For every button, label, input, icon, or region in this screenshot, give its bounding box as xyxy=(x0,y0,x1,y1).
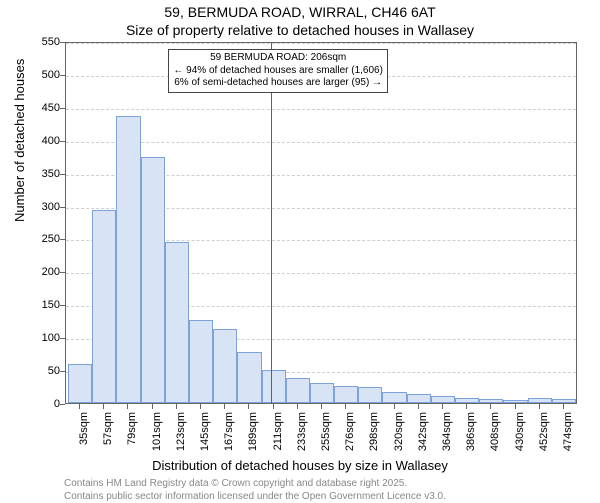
histogram-bar xyxy=(334,386,358,403)
attribution-line2: Contains public sector information licen… xyxy=(64,491,446,503)
ytick-label: 0 xyxy=(28,398,60,410)
ytick-label: 50 xyxy=(28,365,60,377)
histogram-bar xyxy=(528,398,552,403)
histogram-bar xyxy=(237,352,261,403)
xtick-label: 123sqm xyxy=(176,412,187,452)
title-line2: Size of property relative to detached ho… xyxy=(0,22,600,40)
xtick-label: 233sqm xyxy=(297,412,308,452)
xtick-mark xyxy=(394,404,395,409)
xtick-mark xyxy=(490,404,491,409)
xtick-mark xyxy=(515,404,516,409)
histogram-bar xyxy=(552,399,576,403)
xtick-mark xyxy=(369,404,370,409)
xtick-label: 145sqm xyxy=(200,412,211,452)
histogram-bar xyxy=(503,400,527,403)
ytick-label: 300 xyxy=(28,201,60,213)
xtick-label: 35sqm xyxy=(79,412,90,452)
xtick-mark xyxy=(176,404,177,409)
xtick-mark xyxy=(321,404,322,409)
xtick-label: 276sqm xyxy=(345,412,356,452)
ytick-label: 550 xyxy=(28,36,60,48)
x-axis-label: Distribution of detached houses by size … xyxy=(0,458,600,473)
ytick-label: 200 xyxy=(28,266,60,278)
histogram-bar xyxy=(141,157,165,403)
histogram-bar xyxy=(407,394,431,403)
histogram-bar xyxy=(286,378,310,403)
chart-title: 59, BERMUDA ROAD, WIRRAL, CH46 6AT Size … xyxy=(0,0,600,39)
histogram-bar xyxy=(358,387,382,403)
annotation-box: 59 BERMUDA ROAD: 206sqm← 94% of detached… xyxy=(168,49,388,93)
chart-container: 59, BERMUDA ROAD, WIRRAL, CH46 6AT Size … xyxy=(0,0,600,500)
y-axis-label: Number of detached houses xyxy=(12,59,27,222)
attribution: Contains HM Land Registry data © Crown c… xyxy=(64,478,446,503)
ytick-label: 100 xyxy=(28,332,60,344)
xtick-label: 408sqm xyxy=(490,412,501,452)
histogram-bar xyxy=(262,370,286,403)
xtick-mark xyxy=(248,404,249,409)
xtick-label: 189sqm xyxy=(248,412,259,452)
title-line1: 59, BERMUDA ROAD, WIRRAL, CH46 6AT xyxy=(0,4,600,22)
xtick-mark xyxy=(297,404,298,409)
xtick-label: 298sqm xyxy=(369,412,380,452)
ytick-mark xyxy=(60,404,65,405)
histogram-bar xyxy=(116,116,140,403)
xtick-label: 430sqm xyxy=(515,412,526,452)
attribution-line1: Contains HM Land Registry data © Crown c… xyxy=(64,478,446,491)
ytick-label: 350 xyxy=(28,168,60,180)
xtick-label: 101sqm xyxy=(152,412,163,452)
grid-line xyxy=(66,43,576,44)
ytick-label: 450 xyxy=(28,102,60,114)
xtick-mark xyxy=(224,404,225,409)
ytick-label: 400 xyxy=(28,135,60,147)
xtick-label: 364sqm xyxy=(442,412,453,452)
reference-line xyxy=(271,43,272,403)
histogram-bar xyxy=(479,399,503,403)
xtick-label: 386sqm xyxy=(466,412,477,452)
xtick-label: 167sqm xyxy=(224,412,235,452)
xtick-mark xyxy=(466,404,467,409)
annotation-line3: 6% of semi-detached houses are larger (9… xyxy=(173,77,383,90)
histogram-bar xyxy=(455,398,479,403)
xtick-mark xyxy=(563,404,564,409)
histogram-bar xyxy=(165,242,189,403)
xtick-mark xyxy=(442,404,443,409)
xtick-mark xyxy=(200,404,201,409)
xtick-label: 342sqm xyxy=(418,412,429,452)
histogram-bar xyxy=(68,364,92,403)
xtick-mark xyxy=(127,404,128,409)
plot-inner: 59 BERMUDA ROAD: 206sqm← 94% of detached… xyxy=(66,43,576,403)
grid-line xyxy=(66,142,576,143)
annotation-line2: ← 94% of detached houses are smaller (1,… xyxy=(173,65,383,78)
xtick-mark xyxy=(273,404,274,409)
xtick-mark xyxy=(345,404,346,409)
ytick-label: 250 xyxy=(28,233,60,245)
plot-area: 59 BERMUDA ROAD: 206sqm← 94% of detached… xyxy=(65,42,577,404)
ytick-label: 500 xyxy=(28,69,60,81)
xtick-label: 79sqm xyxy=(127,412,138,452)
histogram-bar xyxy=(189,320,213,403)
xtick-label: 57sqm xyxy=(103,412,114,452)
xtick-label: 452sqm xyxy=(539,412,550,452)
histogram-bar xyxy=(213,329,237,403)
xtick-label: 255sqm xyxy=(321,412,332,452)
histogram-bar xyxy=(310,383,334,403)
histogram-bar xyxy=(431,396,455,403)
ytick-label: 150 xyxy=(28,299,60,311)
xtick-mark xyxy=(103,404,104,409)
histogram-bar xyxy=(92,210,116,404)
histogram-bar xyxy=(382,392,406,403)
xtick-label: 474sqm xyxy=(563,412,574,452)
xtick-mark xyxy=(79,404,80,409)
grid-line xyxy=(66,109,576,110)
xtick-label: 211sqm xyxy=(273,412,284,452)
xtick-mark xyxy=(539,404,540,409)
xtick-label: 320sqm xyxy=(394,412,405,452)
annotation-line1: 59 BERMUDA ROAD: 206sqm xyxy=(173,52,383,65)
xtick-mark xyxy=(418,404,419,409)
xtick-mark xyxy=(152,404,153,409)
